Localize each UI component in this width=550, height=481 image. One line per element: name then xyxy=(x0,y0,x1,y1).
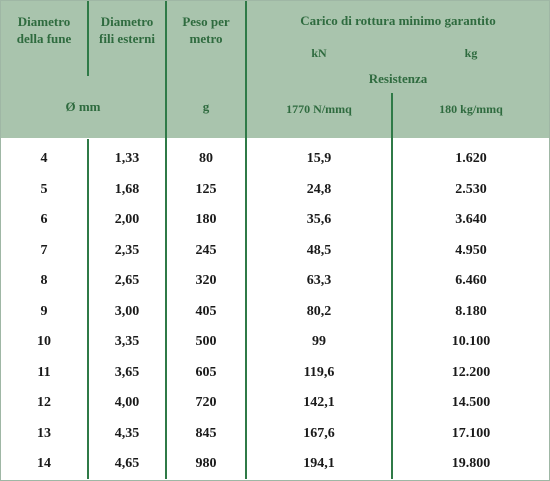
cell-diametro-fili: 2,65 xyxy=(114,273,140,288)
header-unit-kn: kN xyxy=(311,46,327,60)
column-rule xyxy=(245,1,247,479)
cell-carico-kn: 35,6 xyxy=(306,212,332,227)
cell-peso: 500 xyxy=(195,334,217,349)
cell-diametro-fili: 3,65 xyxy=(114,364,140,380)
cell-diametro-fili: 4,35 xyxy=(114,425,140,441)
table-header: Diametro della fune Diametro fili estern… xyxy=(1,1,549,138)
column-rule xyxy=(391,93,393,479)
cell-diametro-fili: 2,00 xyxy=(114,212,140,227)
column-rule xyxy=(165,1,167,479)
header-diametro-fili: Diametro fili esterni xyxy=(99,14,155,46)
column-rule xyxy=(87,139,89,479)
cell-carico-kg: 10.100 xyxy=(451,334,491,349)
cell-carico-kn: 63,3 xyxy=(306,273,332,288)
cell-carico-kn: 15,9 xyxy=(306,151,332,166)
cell-peso: 180 xyxy=(195,212,217,227)
cell-diametro-fili: 3,00 xyxy=(114,303,140,319)
cell-diametro-fune: 5 xyxy=(40,181,48,197)
header-peso: Peso per metro xyxy=(182,14,230,46)
header-carico-title: Carico di rottura minimo garantito xyxy=(300,13,496,28)
cell-carico-kg: 3.640 xyxy=(455,212,487,227)
cell-diametro-fune: 8 xyxy=(40,273,48,288)
cell-diametro-fili: 1,33 xyxy=(114,151,140,166)
header-diametro-fune: Diametro della fune xyxy=(16,14,72,46)
cell-carico-kn: 24,8 xyxy=(306,181,332,197)
cell-peso: 720 xyxy=(195,395,217,410)
cell-peso: 80 xyxy=(199,151,213,166)
cell-carico-kg: 1.620 xyxy=(455,151,487,166)
cell-carico-kn: 80,2 xyxy=(306,303,332,319)
cell-peso: 405 xyxy=(195,303,217,319)
cell-diametro-fili: 4,65 xyxy=(114,456,140,471)
cell-peso: 245 xyxy=(195,242,217,258)
cell-diametro-fune: 10 xyxy=(37,334,51,349)
cell-carico-kn: 99 xyxy=(312,334,326,349)
cell-diametro-fili: 1,68 xyxy=(114,181,140,197)
cell-carico-kg: 14.500 xyxy=(451,395,491,410)
cell-peso: 125 xyxy=(195,181,217,197)
cell-peso: 845 xyxy=(195,425,217,441)
cell-carico-kg: 2.530 xyxy=(455,181,487,197)
cell-carico-kg: 4.950 xyxy=(455,242,487,258)
cell-diametro-fune: 12 xyxy=(37,395,51,410)
cell-diametro-fune: 11 xyxy=(37,364,51,380)
cell-diametro-fune: 9 xyxy=(40,303,48,319)
cell-peso: 605 xyxy=(195,364,217,380)
header-unit-g: g xyxy=(202,99,210,114)
column-rule xyxy=(87,1,89,76)
header-resistenza-1770: 1770 N/mmq xyxy=(286,102,352,116)
cell-peso: 320 xyxy=(195,273,217,288)
cell-carico-kg: 6.460 xyxy=(455,273,487,288)
cell-diametro-fili: 3,35 xyxy=(114,334,140,349)
cell-diametro-fune: 13 xyxy=(37,425,51,441)
cell-carico-kn: 194,1 xyxy=(303,456,335,471)
cell-diametro-fune: 4 xyxy=(40,151,48,166)
cell-diametro-fune: 6 xyxy=(40,212,48,227)
header-resistenza: Resistenza xyxy=(368,71,428,86)
cell-peso: 980 xyxy=(195,456,217,471)
cell-carico-kg: 17.100 xyxy=(451,425,491,441)
cell-carico-kn: 48,5 xyxy=(306,242,332,258)
cell-carico-kn: 167,6 xyxy=(303,425,335,441)
header-unit-mm: Ø mm xyxy=(65,99,101,114)
cell-diametro-fune: 14 xyxy=(37,456,51,471)
cell-carico-kn: 142,1 xyxy=(303,395,335,410)
cell-carico-kn: 119,6 xyxy=(303,364,335,380)
cell-diametro-fili: 2,35 xyxy=(114,242,140,258)
cell-diametro-fili: 4,00 xyxy=(114,395,140,410)
header-unit-kg: kg xyxy=(464,46,478,60)
header-resistenza-180: 180 kg/mmq xyxy=(439,102,503,116)
cell-carico-kg: 19.800 xyxy=(451,456,491,471)
cell-diametro-fune: 7 xyxy=(40,242,48,258)
cell-carico-kg: 8.180 xyxy=(455,303,487,319)
cell-carico-kg: 12.200 xyxy=(451,364,491,380)
